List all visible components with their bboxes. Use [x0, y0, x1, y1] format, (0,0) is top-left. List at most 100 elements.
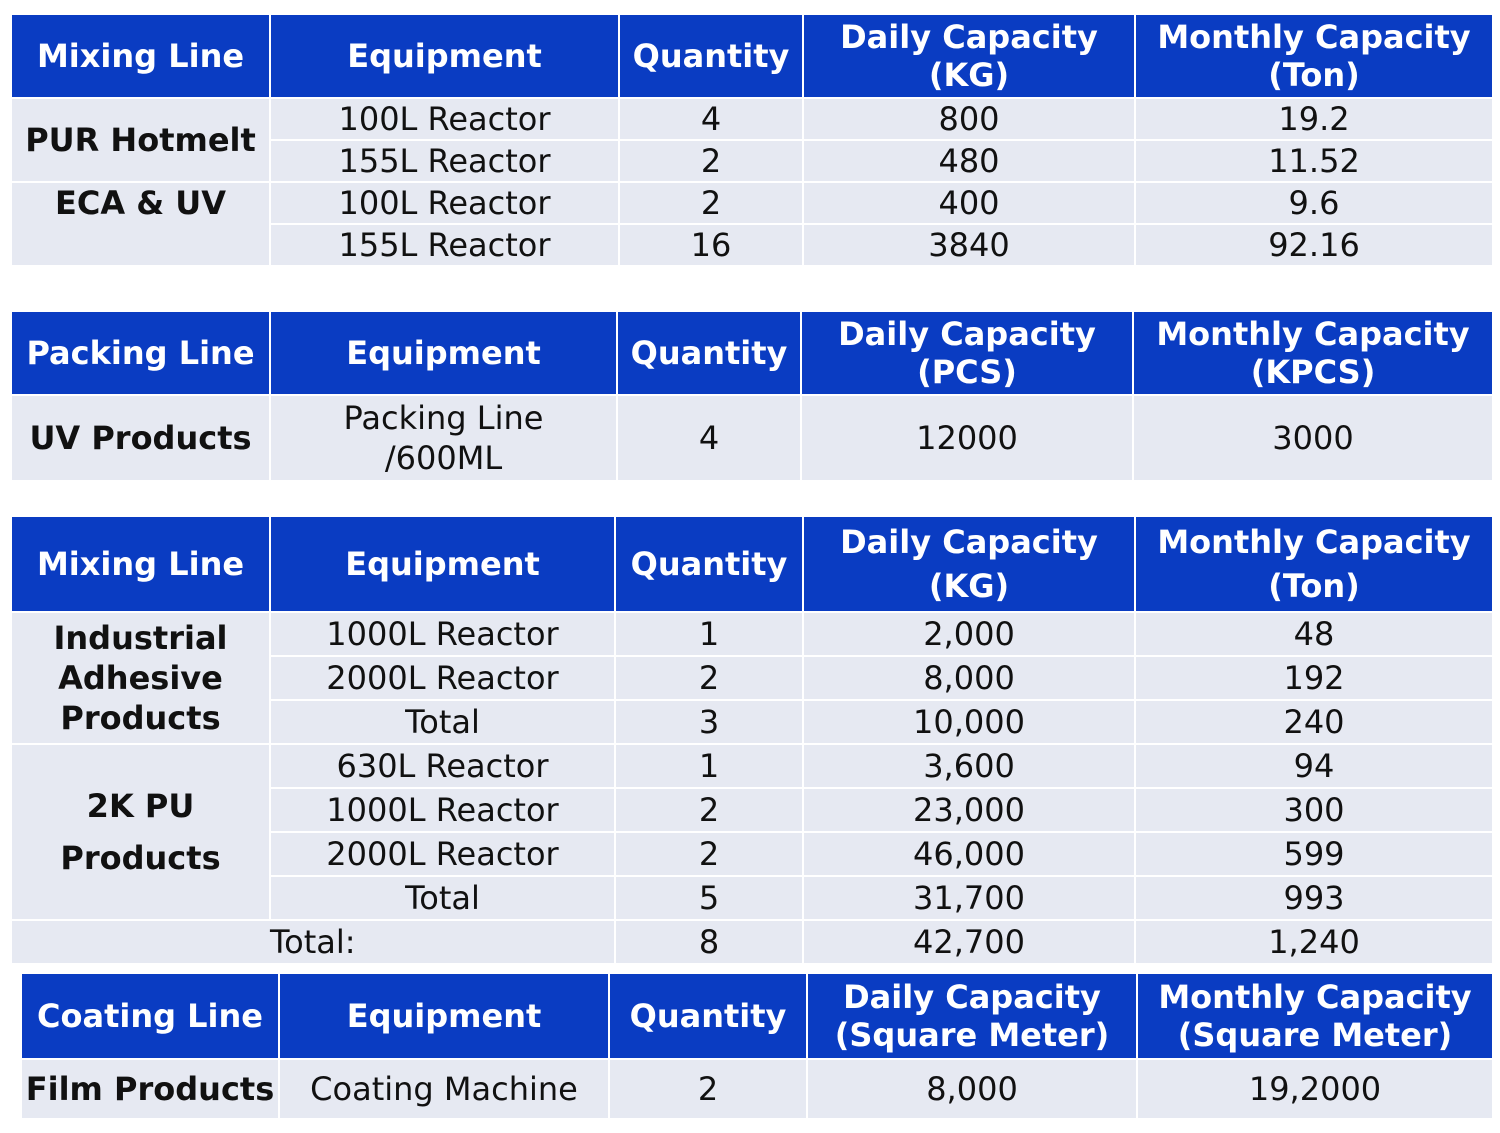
header-daily-capacity: Daily Capacity (KG) — [802, 13, 1136, 99]
group-label-pur-hotmelt: PUR Hotmelt — [10, 97, 271, 183]
table-row: 2000L Reactor 2 8,000 192 — [11, 655, 1494, 701]
group-label-eca-uv: ECA & UV — [10, 181, 271, 267]
equipment-line1: Packing Line — [343, 399, 544, 437]
quantity-cell: 1 — [614, 611, 804, 657]
table-row: 2000L Reactor 2 46,000 599 — [11, 831, 1494, 877]
header-monthly-capacity-unit: (Square Meter) — [1177, 1016, 1453, 1054]
packing-line-table: Packing Line Equipment Quantity Daily Ca… — [10, 310, 1494, 482]
header-equipment: Equipment — [269, 310, 618, 396]
daily-capacity-cell: 2,000 — [802, 611, 1136, 657]
equipment-cell: 155L Reactor — [269, 139, 620, 183]
header-monthly-capacity: Monthly Capacity (Ton) — [1134, 515, 1494, 613]
quantity-cell: 4 — [616, 394, 802, 482]
header-row: Mixing Line Equipment Quantity Daily Cap… — [10, 515, 1494, 613]
header-monthly-capacity-line1: Monthly Capacity — [1157, 523, 1471, 561]
table-row: 2K PU Products 630L Reactor 1 3,600 94 — [10, 743, 1494, 921]
group-label-line2: Products — [60, 839, 221, 877]
daily-capacity-cell: 23,000 — [802, 787, 1136, 833]
group-label-2k-pu-products: 2K PU Products — [10, 743, 271, 921]
monthly-capacity-cell: 48 — [1134, 611, 1494, 657]
equipment-cell: 2000L Reactor — [269, 655, 616, 701]
equipment-cell: 1000L Reactor — [269, 611, 616, 657]
table-row: 155L Reactor 16 3840 92.16 — [11, 223, 1494, 267]
quantity-cell: 16 — [618, 223, 804, 267]
mixing-line-table-1: Mixing Line Equipment Quantity Daily Cap… — [10, 13, 1494, 267]
header-daily-capacity-unit: (PCS) — [917, 353, 1017, 391]
group-label-line3: Products — [60, 699, 221, 737]
header-monthly-capacity-unit: (Ton) — [1268, 567, 1360, 605]
daily-capacity-cell: 480 — [802, 139, 1136, 183]
mixing-line-table-2: Mixing Line Equipment Quantity Daily Cap… — [10, 515, 1494, 965]
equipment-line2: /600ML — [384, 439, 503, 477]
quantity-cell: 2 — [608, 1058, 808, 1120]
header-daily-capacity: Daily Capacity (KG) — [802, 515, 1136, 613]
header-quantity: Quantity — [618, 13, 804, 99]
header-equipment: Equipment — [278, 972, 610, 1060]
group-label-line1: Industrial — [53, 619, 228, 657]
table-row-subtotal: Total 3 10,000 240 — [11, 699, 1494, 745]
header-row: Coating Line Equipment Quantity Daily Ca… — [20, 972, 1494, 1060]
quantity-cell: 2 — [618, 139, 804, 183]
grand-total-label: Total: — [10, 919, 616, 965]
daily-capacity-cell: 400 — [802, 181, 1136, 225]
header-mixing-line: Mixing Line — [10, 13, 271, 99]
group-label-film-products: Film Products — [20, 1058, 280, 1120]
equipment-cell: Packing Line/600ML — [269, 394, 618, 482]
header-coating-line: Coating Line — [20, 972, 280, 1060]
equipment-cell: 2000L Reactor — [269, 831, 616, 877]
monthly-capacity-cell: 19.2 — [1134, 97, 1494, 141]
header-monthly-capacity-unit: (KPCS) — [1250, 353, 1376, 391]
table-row: PUR Hotmelt 100L Reactor 4 800 19.2 — [10, 97, 1494, 183]
header-monthly-capacity: Monthly Capacity (KPCS) — [1132, 310, 1494, 396]
monthly-capacity-cell: 993 — [1134, 875, 1494, 921]
header-monthly-capacity: Monthly Capacity (Square Meter) — [1136, 972, 1494, 1060]
quantity-cell: 5 — [614, 875, 804, 921]
group-label-industrial-adhesive-products: Industrial Adhesive Products — [10, 611, 271, 745]
monthly-capacity-cell: 94 — [1134, 743, 1494, 789]
table-row: Industrial Adhesive Products 1000L Reactor… — [10, 611, 1494, 745]
table-row: ECA & UV 100L Reactor 2 400 9.6 — [10, 181, 1494, 267]
daily-capacity-cell: 12000 — [800, 394, 1134, 482]
coating-line-table: Coating Line Equipment Quantity Daily Ca… — [20, 972, 1494, 1120]
daily-capacity-cell: 8,000 — [802, 655, 1136, 701]
monthly-capacity-cell: 19,2000 — [1136, 1058, 1494, 1120]
equipment-cell: 100L Reactor — [269, 97, 620, 141]
table-row: 155L Reactor 2 480 11.52 — [11, 139, 1494, 183]
header-daily-capacity: Daily Capacity (Square Meter) — [806, 972, 1138, 1060]
quantity-cell: 2 — [618, 181, 804, 225]
daily-capacity-cell: 3,600 — [802, 743, 1136, 789]
group-label-line2: Adhesive — [58, 659, 223, 697]
monthly-capacity-cell: 11.52 — [1134, 139, 1494, 183]
header-monthly-capacity: Monthly Capacity (Ton) — [1134, 13, 1494, 99]
grand-total-row: Total: 8 42,700 1,240 — [10, 919, 1494, 965]
grand-total-monthly: 1,240 — [1134, 919, 1494, 965]
equipment-cell: Coating Machine — [278, 1058, 610, 1120]
header-daily-capacity-line1: Daily Capacity — [838, 315, 1096, 353]
header-daily-capacity: Daily Capacity (PCS) — [800, 310, 1134, 396]
quantity-cell: 2 — [614, 655, 804, 701]
equipment-cell: 1000L Reactor — [269, 787, 616, 833]
monthly-capacity-cell: 92.16 — [1134, 223, 1494, 267]
monthly-capacity-cell: 599 — [1134, 831, 1494, 877]
header-equipment: Equipment — [269, 13, 620, 99]
header-monthly-capacity-line1: Monthly Capacity — [1157, 18, 1471, 56]
monthly-capacity-cell: 240 — [1134, 699, 1494, 745]
table-row: UV Products Packing Line/600ML 4 12000 3… — [10, 394, 1494, 482]
group-label-uv-products: UV Products — [10, 394, 271, 482]
grand-total-daily: 42,700 — [802, 919, 1136, 965]
header-row: Packing Line Equipment Quantity Daily Ca… — [10, 310, 1494, 396]
group-label-line1: 2K PU — [86, 787, 195, 825]
daily-capacity-cell: 46,000 — [802, 831, 1136, 877]
equipment-cell: 155L Reactor — [269, 223, 620, 267]
daily-capacity-cell: 3840 — [802, 223, 1136, 267]
quantity-cell: 3 — [614, 699, 804, 745]
quantity-cell: 2 — [614, 787, 804, 833]
header-daily-capacity-line1: Daily Capacity — [840, 523, 1098, 561]
monthly-capacity-cell: 9.6 — [1134, 181, 1494, 225]
header-packing-line: Packing Line — [10, 310, 271, 396]
table-row: 1000L Reactor 2 23,000 300 — [11, 787, 1494, 833]
daily-capacity-cell: 8,000 — [806, 1058, 1138, 1120]
monthly-capacity-cell: 300 — [1134, 787, 1494, 833]
header-daily-capacity-unit: (KG) — [928, 56, 1010, 94]
header-monthly-capacity-line1: Monthly Capacity — [1158, 978, 1472, 1016]
